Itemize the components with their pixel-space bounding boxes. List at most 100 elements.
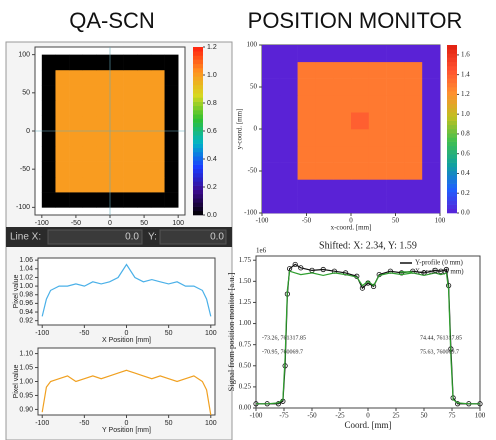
colorbar-segment xyxy=(447,205,457,210)
colorbar-segment xyxy=(447,83,457,88)
heatmap-cell xyxy=(387,163,405,180)
colorbar-segment xyxy=(193,207,203,212)
heatmap-cell xyxy=(110,146,124,162)
heatmap-cell xyxy=(55,192,69,208)
y-axis-label: Signal from position monitor [a.u.] xyxy=(226,272,236,391)
y-tick-label: 0.98 xyxy=(19,292,33,299)
heatmap-cell xyxy=(137,100,151,116)
colorbar-label: 0.2 xyxy=(461,189,470,197)
heatmap-cell xyxy=(151,116,165,132)
colorbar-segment xyxy=(193,186,203,191)
colorbar-segment xyxy=(447,133,457,138)
y-tick-label: 1.50 xyxy=(239,277,252,285)
colorbar-segment xyxy=(447,108,457,113)
heatmap-cell xyxy=(151,146,165,162)
plot-area xyxy=(38,348,215,415)
heatmap-cell xyxy=(298,196,316,213)
heatmap-cell xyxy=(333,129,351,146)
colorbar-label: 1.0 xyxy=(461,110,470,118)
y-tick-label: 0.90 xyxy=(19,406,33,413)
y-tick-label: 0.92 xyxy=(19,318,33,325)
colorbar-label: 0.4 xyxy=(207,156,217,163)
heatmap-cell xyxy=(83,85,97,101)
colorbar-segment xyxy=(447,192,457,197)
left-title: QA-SCN xyxy=(69,8,155,33)
heatmap-cell xyxy=(280,163,298,180)
heatmap-cell xyxy=(96,192,110,208)
colorbar-segment xyxy=(193,177,203,182)
heatmap-cell xyxy=(165,100,179,116)
heatmap-cell xyxy=(351,196,369,213)
x-tick-label: -100 xyxy=(35,220,49,227)
heatmap-cell xyxy=(315,45,333,62)
y-axis-label: y-coord. [mm] xyxy=(236,109,244,150)
legend-label: Y-profile (0 mm) xyxy=(415,259,463,267)
heatmap-cell xyxy=(262,62,280,79)
y-tick-label: 0.50 xyxy=(239,361,252,369)
line-x-label: Line X: xyxy=(10,232,41,243)
colorbar-label: 0.8 xyxy=(461,130,470,138)
heatmap-cell xyxy=(369,129,387,146)
heatmap-cell xyxy=(262,146,280,163)
y-tick-label: 1.05 xyxy=(19,364,33,371)
y-tick-label: 0.94 xyxy=(19,309,33,316)
heatmap-cell xyxy=(369,112,387,129)
colorbar-segment xyxy=(193,148,203,153)
heatmap-cell xyxy=(83,162,97,178)
heatmap-cell xyxy=(55,116,69,132)
heatmap-cell xyxy=(369,79,387,96)
heatmap-cell xyxy=(55,55,69,71)
y-tick-label: 50 xyxy=(22,90,30,97)
heatmap-cell xyxy=(422,95,440,112)
x-tick-label: 25 xyxy=(393,412,401,420)
y-tick-label: 1.00 xyxy=(19,283,33,290)
heatmap-cell xyxy=(369,163,387,180)
heatmap-cell xyxy=(387,179,405,196)
heatmap-cell xyxy=(110,116,124,132)
heatmap-cell xyxy=(422,196,440,213)
heatmap-cell xyxy=(69,100,83,116)
colorbar-segment xyxy=(193,118,203,123)
y-axis-label: Pixel value xyxy=(13,364,20,398)
heatmap-cell xyxy=(137,70,151,86)
heatmap-cell xyxy=(262,196,280,213)
heatmap-cell xyxy=(55,100,69,116)
heatmap-cell xyxy=(110,100,124,116)
heatmap-cell xyxy=(110,85,124,101)
heatmap-cell xyxy=(151,55,165,71)
heatmap-cell xyxy=(83,177,97,193)
heatmap-cell xyxy=(280,45,298,62)
heatmap-cell xyxy=(69,85,83,101)
y-tick-label: 50 xyxy=(250,83,258,91)
colorbar-segment xyxy=(193,110,203,115)
heatmap-cell xyxy=(124,116,138,132)
heatmap-cell xyxy=(351,163,369,180)
heatmap-cell xyxy=(96,162,110,178)
heatmap-cell xyxy=(333,112,351,129)
heatmap-cell xyxy=(298,95,316,112)
heatmap-cell xyxy=(387,45,405,62)
heatmap-cell xyxy=(124,100,138,116)
chart-title: Shifted: X: 2.34, Y: 1.59 xyxy=(319,240,417,251)
heatmap-cell xyxy=(42,192,56,208)
colorbar-segment xyxy=(447,146,457,151)
x-tick-label: -50 xyxy=(302,217,312,225)
heatmap-cell xyxy=(55,162,69,178)
heatmap-cell xyxy=(96,55,110,71)
heatmap-cell xyxy=(351,95,369,112)
heatmap-cell xyxy=(387,196,405,213)
heatmap-cell xyxy=(404,62,422,79)
heatmap-cell xyxy=(55,146,69,162)
heatmap-cell xyxy=(315,79,333,96)
heatmap-cell xyxy=(404,179,422,196)
x-tick-label: 0 xyxy=(366,412,370,420)
heatmap-cell xyxy=(369,179,387,196)
page: QA-SCN POSITION MONITOR Line X: 0.0 Y: 0… xyxy=(0,0,496,440)
y-tick-label: 0.25 xyxy=(239,382,252,390)
heatmap-cell xyxy=(165,177,179,193)
colorbar-segment xyxy=(193,89,203,94)
y-tick-label: 1.10 xyxy=(19,350,33,357)
colorbar-segment xyxy=(447,200,457,205)
legend-label: X-profile (0 mm) xyxy=(415,268,464,276)
heatmap-cell xyxy=(422,129,440,146)
